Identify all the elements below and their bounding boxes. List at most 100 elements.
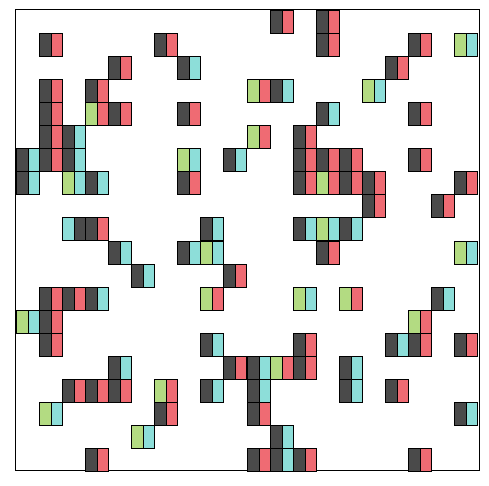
game-piece[interactable]	[385, 56, 409, 80]
game-piece[interactable]	[154, 402, 178, 426]
game-piece[interactable]	[39, 148, 63, 172]
game-piece[interactable]	[62, 287, 86, 311]
game-piece[interactable]	[177, 241, 201, 265]
game-piece[interactable]	[316, 148, 340, 172]
game-piece[interactable]	[62, 125, 86, 149]
game-piece[interactable]	[39, 333, 63, 357]
game-piece[interactable]	[177, 171, 201, 195]
game-piece[interactable]	[408, 102, 432, 126]
game-piece[interactable]	[108, 102, 132, 126]
game-piece[interactable]	[270, 448, 294, 472]
game-piece[interactable]	[408, 333, 432, 357]
game-piece[interactable]	[62, 171, 86, 195]
game-piece[interactable]	[108, 379, 132, 403]
game-piece[interactable]	[223, 148, 247, 172]
game-piece[interactable]	[177, 56, 201, 80]
game-piece[interactable]	[247, 402, 271, 426]
game-piece[interactable]	[200, 333, 224, 357]
game-piece[interactable]	[16, 171, 40, 195]
game-piece[interactable]	[200, 287, 224, 311]
game-piece[interactable]	[223, 264, 247, 288]
game-piece[interactable]	[131, 264, 155, 288]
game-piece[interactable]	[293, 333, 317, 357]
game-piece[interactable]	[408, 33, 432, 57]
game-piece[interactable]	[339, 217, 363, 241]
game-piece[interactable]	[316, 33, 340, 57]
game-piece[interactable]	[385, 333, 409, 357]
game-piece[interactable]	[339, 356, 363, 380]
game-piece[interactable]	[316, 171, 340, 195]
game-piece[interactable]	[177, 102, 201, 126]
game-piece[interactable]	[39, 102, 63, 126]
game-piece[interactable]	[39, 79, 63, 103]
game-piece[interactable]	[431, 287, 455, 311]
game-piece[interactable]	[270, 79, 294, 103]
game-piece[interactable]	[454, 333, 478, 357]
game-piece[interactable]	[362, 79, 386, 103]
game-piece[interactable]	[16, 310, 40, 334]
game-piece[interactable]	[85, 79, 109, 103]
game-piece[interactable]	[270, 356, 294, 380]
game-piece[interactable]	[85, 287, 109, 311]
game-piece[interactable]	[339, 148, 363, 172]
game-piece[interactable]	[131, 425, 155, 449]
game-piece[interactable]	[39, 125, 63, 149]
game-piece[interactable]	[293, 356, 317, 380]
game-piece[interactable]	[108, 241, 132, 265]
game-piece[interactable]	[270, 425, 294, 449]
game-piece[interactable]	[454, 402, 478, 426]
game-piece[interactable]	[247, 379, 271, 403]
game-piece[interactable]	[408, 310, 432, 334]
game-piece[interactable]	[200, 217, 224, 241]
game-piece[interactable]	[339, 171, 363, 195]
game-piece[interactable]	[454, 241, 478, 265]
game-piece[interactable]	[316, 10, 340, 34]
game-piece[interactable]	[454, 171, 478, 195]
game-piece[interactable]	[316, 217, 340, 241]
game-piece[interactable]	[247, 79, 271, 103]
game-piece[interactable]	[293, 217, 317, 241]
game-piece[interactable]	[177, 148, 201, 172]
game-piece[interactable]	[339, 287, 363, 311]
game-piece[interactable]	[293, 148, 317, 172]
game-piece[interactable]	[293, 448, 317, 472]
game-piece[interactable]	[62, 217, 86, 241]
game-piece[interactable]	[431, 194, 455, 218]
game-piece[interactable]	[108, 56, 132, 80]
game-piece[interactable]	[247, 356, 271, 380]
game-board[interactable]	[15, 9, 480, 472]
game-piece[interactable]	[85, 102, 109, 126]
game-piece[interactable]	[362, 171, 386, 195]
game-piece[interactable]	[39, 402, 63, 426]
game-piece[interactable]	[362, 194, 386, 218]
game-piece[interactable]	[316, 241, 340, 265]
game-piece[interactable]	[247, 448, 271, 472]
game-piece[interactable]	[200, 241, 224, 265]
game-piece[interactable]	[85, 448, 109, 472]
game-piece[interactable]	[154, 379, 178, 403]
game-piece[interactable]	[200, 379, 224, 403]
game-piece[interactable]	[247, 125, 271, 149]
game-piece[interactable]	[154, 33, 178, 57]
game-piece[interactable]	[16, 148, 40, 172]
game-piece[interactable]	[39, 33, 63, 57]
game-piece[interactable]	[316, 102, 340, 126]
game-piece[interactable]	[408, 448, 432, 472]
game-piece[interactable]	[454, 33, 478, 57]
game-piece[interactable]	[62, 148, 86, 172]
game-piece[interactable]	[62, 379, 86, 403]
game-piece[interactable]	[108, 356, 132, 380]
game-piece[interactable]	[293, 287, 317, 311]
game-piece[interactable]	[408, 148, 432, 172]
game-piece[interactable]	[385, 379, 409, 403]
game-piece[interactable]	[293, 125, 317, 149]
game-piece[interactable]	[293, 171, 317, 195]
game-piece[interactable]	[270, 10, 294, 34]
game-piece[interactable]	[223, 356, 247, 380]
game-piece[interactable]	[85, 379, 109, 403]
game-piece[interactable]	[85, 217, 109, 241]
game-piece[interactable]	[39, 287, 63, 311]
game-piece[interactable]	[85, 171, 109, 195]
game-piece[interactable]	[339, 379, 363, 403]
game-piece[interactable]	[39, 310, 63, 334]
